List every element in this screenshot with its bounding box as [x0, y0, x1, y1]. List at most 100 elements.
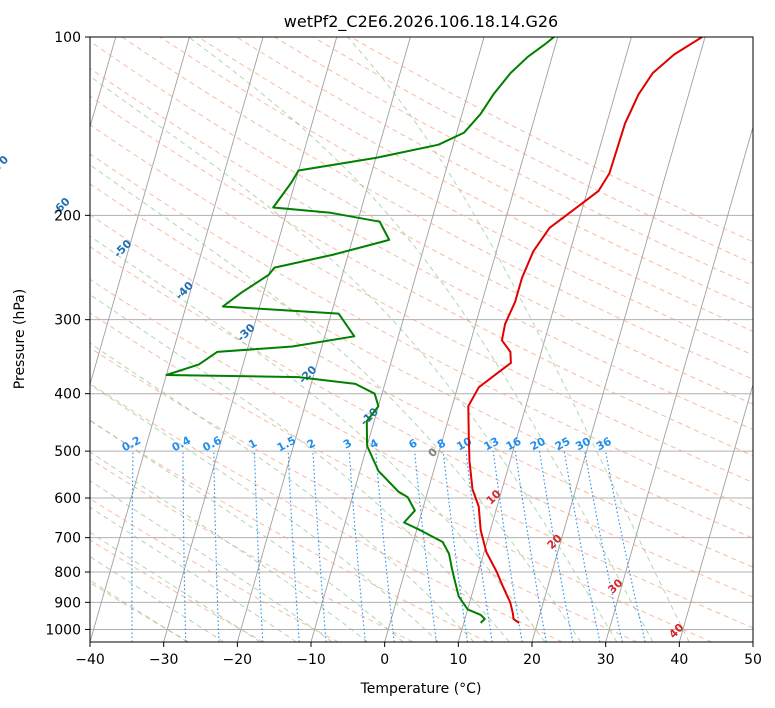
x-tick-label: 30 — [597, 652, 615, 668]
mixing-ratio-line — [375, 451, 395, 642]
isotherm-line — [90, 37, 264, 642]
y-tick-label: 600 — [54, 491, 81, 507]
moist-adiabat-line — [90, 342, 475, 642]
x-tick-label: 0 — [380, 652, 389, 668]
pressure-grid — [90, 37, 753, 630]
mixing-ratio-line — [584, 451, 623, 642]
moist-adiabat-line — [90, 293, 510, 642]
moist-adiabat-line — [90, 579, 188, 642]
dry-adiabat-line — [90, 183, 753, 539]
mixing-ratio-label: 30 — [573, 434, 593, 453]
x-tick-label: 40 — [670, 652, 688, 668]
isotherm-line — [457, 37, 632, 642]
isotherm-line — [163, 37, 338, 642]
dry-adiabat-line — [90, 383, 563, 642]
mixing-ratio-label: 3 — [341, 436, 354, 451]
mixing-ratio-lines — [82, 450, 646, 642]
moist-adiabat-line — [90, 531, 261, 642]
x-tick-label: −20 — [223, 652, 253, 668]
y-axis: 100 200 300 400 500 600 700 800 900 1000 — [45, 30, 90, 638]
y-axis-title: Pressure (hPa) — [12, 289, 28, 389]
mixing-ratio-label: 10 — [454, 435, 474, 454]
dry-adiabat-line — [121, 37, 753, 380]
mixing-ratio-line — [213, 451, 220, 642]
isotherm-line — [605, 125, 753, 642]
isotherm-label: -70 — [0, 153, 11, 176]
moist-adiabat-line — [90, 451, 369, 642]
dry-adiabat-line — [90, 458, 414, 642]
dry-adiabat-line — [90, 539, 264, 642]
moist-adiabat-line — [90, 480, 333, 642]
temperature-profile-line — [467, 37, 703, 624]
profile-series — [165, 37, 703, 624]
dry-adiabat-line — [90, 347, 638, 642]
isotherm-label: 20 — [545, 532, 565, 552]
dry-adiabat-line — [236, 37, 753, 309]
dry-adiabat-line — [90, 67, 753, 431]
x-tick-label: −40 — [75, 652, 105, 668]
y-tick-label: 300 — [54, 313, 81, 329]
x-axis-title: Temperature (°C) — [360, 681, 482, 697]
mixing-ratio-line — [563, 451, 601, 642]
line-labels: 0.20.40.611.52346810131620253036-100-90-… — [0, 153, 687, 641]
mixing-ratio-line — [348, 451, 366, 642]
y-tick-label: 900 — [54, 595, 81, 611]
dry-adiabat-line — [350, 37, 753, 243]
chart-title: wetPf2_C2E6.2026.106.18.14.G26 — [284, 12, 558, 32]
dry-adiabat-line — [90, 246, 753, 598]
mixing-ratio-label: 6 — [407, 436, 420, 451]
y-tick-label: 700 — [54, 531, 81, 547]
mixing-ratio-label: 25 — [553, 435, 573, 454]
isotherm-line — [678, 382, 753, 642]
x-tick-label: 50 — [744, 652, 762, 668]
dry-adiabat-line — [90, 153, 753, 511]
dry-adiabat-line — [90, 40, 753, 405]
y-tick-label: 1000 — [45, 622, 81, 638]
isotherm-lines — [90, 37, 753, 642]
mixing-ratio-label: 20 — [528, 434, 548, 453]
y-tick-label: 200 — [54, 208, 81, 224]
moist-adiabat-line — [90, 506, 297, 642]
moist-adiabat-line — [90, 419, 404, 642]
mixing-ratio-line — [514, 451, 547, 642]
mixing-ratio-line — [465, 451, 493, 642]
dry-adiabat-line — [90, 312, 712, 642]
x-tick-label: 20 — [523, 652, 541, 668]
x-axis: −40 −30 −20 −10 0 10 20 30 40 50 — [75, 642, 762, 668]
y-tick-label: 400 — [54, 387, 81, 403]
y-tick-label: 500 — [54, 444, 81, 460]
isotherm-line — [90, 37, 190, 387]
dry-adiabat-line — [90, 582, 190, 642]
moist-adiabat-line — [347, 37, 690, 642]
mixing-ratio-line — [253, 451, 264, 642]
mixing-ratio-line — [414, 451, 437, 642]
y-tick-label: 800 — [54, 565, 81, 581]
isotherm-line — [384, 37, 559, 642]
x-tick-label: −10 — [296, 652, 326, 668]
isotherm-label: 10 — [484, 487, 504, 507]
mixing-ratio-label: 16 — [504, 435, 524, 454]
dry-adiabat-line — [274, 37, 753, 287]
dry-adiabat-line — [159, 37, 753, 356]
dry-adiabat-lines — [90, 37, 753, 642]
mixing-ratio-label: 1 — [246, 436, 259, 451]
dry-adiabat-line — [90, 420, 488, 642]
moist-adiabat-line — [90, 556, 225, 642]
mixing-ratio-line — [604, 450, 646, 642]
moist-adiabat-line — [188, 37, 654, 642]
mixing-ratio-line — [82, 451, 86, 642]
x-tick-label: −30 — [149, 652, 179, 668]
moist-adiabat-line — [90, 235, 546, 642]
mixing-ratio-label: 36 — [594, 435, 614, 454]
y-tick-label: 100 — [54, 30, 81, 46]
isotherm-line — [752, 640, 753, 642]
moist-adiabat-line — [90, 383, 439, 642]
dry-adiabat-line — [90, 278, 753, 629]
isotherm-line — [236, 37, 411, 642]
mixing-ratio-line — [492, 451, 523, 642]
mixing-ratio-line — [442, 451, 469, 642]
mixing-ratio-label: 13 — [482, 435, 502, 454]
dewpoint-profile-line — [165, 37, 555, 624]
isotherm-line — [531, 37, 706, 642]
